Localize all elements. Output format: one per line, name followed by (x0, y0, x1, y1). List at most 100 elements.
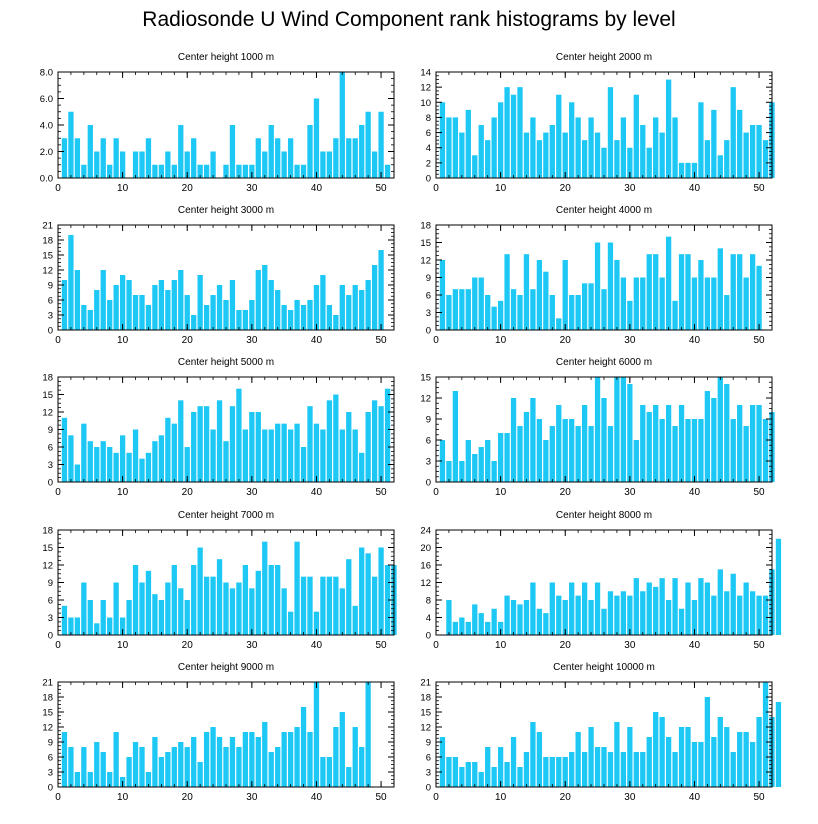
histogram-bar (691, 600, 698, 635)
histogram-bar (68, 111, 74, 178)
y-tick-label: 4 (426, 143, 431, 154)
histogram-panel: Center height 8000 m 0 10 20 30 40 50 0 4 8 12 16 20… (420, 510, 782, 651)
histogram-bar (717, 248, 723, 330)
histogram-bar (704, 277, 711, 330)
histogram-bar (371, 400, 378, 482)
histogram-bar (132, 429, 139, 482)
y-tick-label: 12 (420, 578, 431, 589)
histogram-bar (497, 102, 504, 178)
histogram-bar (100, 441, 106, 482)
histogram-bar (236, 747, 242, 787)
histogram-bar (81, 747, 87, 787)
histogram-bar (607, 591, 614, 635)
histogram-bar (517, 426, 523, 482)
histogram-bar (472, 454, 478, 482)
histogram-bar (132, 295, 139, 330)
histogram-bar (517, 295, 523, 330)
x-tick-label: 0 (433, 487, 439, 498)
histogram-bar (762, 682, 769, 787)
histogram-bar (287, 138, 294, 178)
histogram-bar (601, 147, 607, 178)
y-tick-label: 0 (426, 631, 431, 642)
histogram-bar (132, 742, 139, 787)
histogram-bar (717, 717, 723, 787)
histogram-bar (203, 305, 210, 330)
histogram-bar (158, 600, 165, 635)
y-tick-label: 14 (420, 68, 431, 79)
histogram-bar (459, 617, 465, 635)
x-tick-label: 0 (433, 640, 439, 651)
histogram-bar (268, 429, 274, 482)
histogram-bar (287, 611, 294, 635)
histogram-bar (94, 290, 100, 330)
histogram-bar (139, 295, 145, 330)
y-tick-label: 15 (42, 390, 53, 401)
histogram-panel: Center height 7000 m 0 10 20 30 40 50 0 3 6 9 12 15 1… (42, 510, 397, 651)
histogram-bar (359, 747, 365, 787)
histogram-bar (549, 757, 555, 787)
histogram-bar (497, 300, 504, 330)
x-tick-label: 20 (182, 335, 194, 346)
histogram-bar (665, 737, 672, 787)
histogram-bar (620, 591, 627, 635)
x-tick-label: 20 (560, 792, 572, 803)
histogram-bar (691, 419, 698, 482)
histogram-bar (562, 132, 568, 178)
histogram-bar (646, 147, 652, 178)
histogram-bar (275, 747, 281, 787)
histogram-bar (197, 762, 203, 787)
histogram-bar (465, 440, 471, 482)
x-tick-label: 30 (624, 792, 636, 803)
histogram-bar (704, 391, 711, 482)
y-tick-label: 0 (48, 783, 53, 794)
histogram-bar (126, 280, 132, 330)
histogram-bar (294, 727, 300, 787)
histogram-bar (452, 621, 459, 636)
histogram-bar (536, 732, 543, 787)
histogram-bar (672, 300, 678, 330)
histogram-bar (68, 747, 74, 787)
histogram-bar (743, 582, 749, 635)
histogram-bar (184, 295, 190, 330)
histogram-bar (556, 318, 562, 330)
histogram-bar (543, 440, 549, 482)
histogram-bar (775, 538, 782, 635)
histogram-bar (210, 576, 216, 635)
histogram-bar (685, 419, 691, 482)
histogram-bar (491, 117, 497, 178)
histogram-bar (313, 285, 320, 330)
histogram-bar (665, 405, 672, 482)
y-tick-label: 2 (426, 158, 431, 169)
histogram-bar (485, 440, 491, 482)
histogram-bar (620, 752, 627, 787)
histogram-bar (275, 290, 281, 330)
histogram-bar (743, 132, 749, 178)
histogram-bar (313, 98, 320, 178)
histogram-bar (659, 419, 665, 482)
histogram-bar (485, 295, 491, 330)
histogram-bar (262, 429, 268, 482)
histogram-bar (588, 426, 594, 482)
histogram-bar (614, 140, 620, 178)
histogram-bar (607, 242, 614, 330)
panel-title: Center height 6000 m (556, 357, 652, 368)
histogram-bar (61, 280, 68, 330)
histogram-bar (126, 600, 132, 635)
histogram-bar (307, 125, 313, 178)
histogram-bar (236, 388, 242, 482)
histogram-bar (216, 737, 223, 787)
histogram-bar (191, 315, 197, 330)
histogram-bar (646, 412, 652, 482)
y-tick-label: 2.0 (40, 147, 53, 158)
histogram-bar (594, 132, 601, 178)
histogram-bar (171, 280, 177, 330)
histogram-bar (724, 295, 730, 330)
histogram-bar (665, 79, 672, 178)
histogram-bar (313, 682, 320, 787)
histogram-bar (365, 412, 371, 482)
histogram-bar (530, 117, 536, 178)
histogram-bar (640, 125, 646, 178)
y-tick-label: 6 (426, 753, 431, 764)
histogram-bar (107, 772, 113, 787)
